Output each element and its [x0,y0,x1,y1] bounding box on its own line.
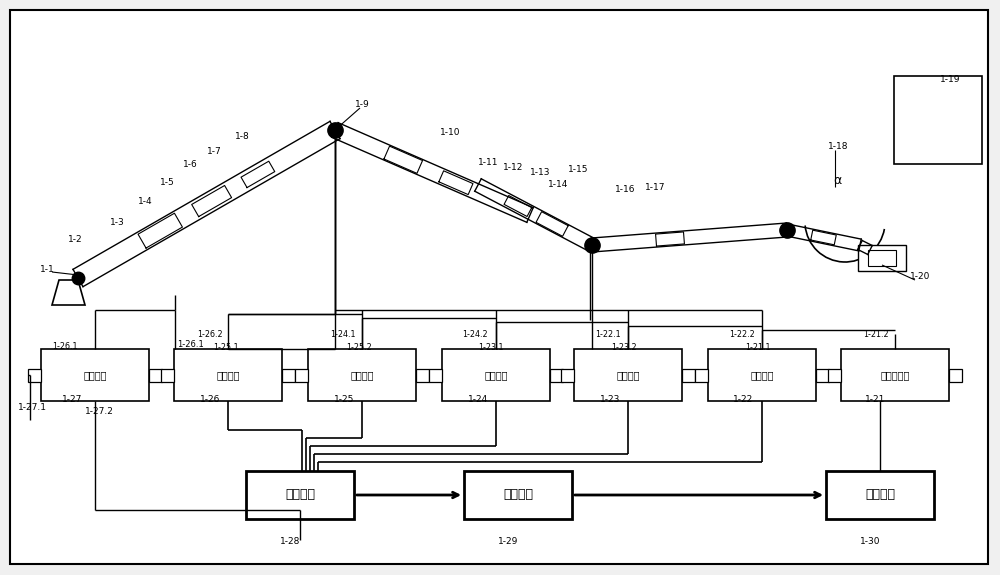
Text: 控制阀六: 控制阀六 [750,370,774,380]
Text: 1-22: 1-22 [733,395,753,404]
Text: 1-23.2: 1-23.2 [611,343,637,352]
Bar [161,369,174,381]
Text: 执行单元: 执行单元 [865,489,895,501]
Text: 检测单元: 检测单元 [285,489,315,501]
Text: 1-27: 1-27 [62,395,82,404]
Bar [464,471,572,519]
Bar [858,245,906,271]
Bar [868,250,896,266]
Bar [295,369,308,381]
Polygon shape [52,280,85,305]
Text: 1-25: 1-25 [334,395,354,404]
Bar [174,349,282,401]
Bar [816,369,829,381]
Bar [841,349,949,401]
Text: 电液比例阀: 电液比例阀 [880,370,910,380]
Bar [682,369,695,381]
Text: 1-3: 1-3 [110,218,125,227]
Text: 1-22.2: 1-22.2 [729,330,755,339]
Text: 1-18: 1-18 [828,142,848,151]
Bar [574,349,682,401]
Bar [695,369,708,381]
Text: 1-26.1: 1-26.1 [177,340,204,349]
Text: 1-24.1: 1-24.1 [330,330,356,339]
Text: 1-26: 1-26 [200,395,220,404]
Bar [308,349,416,401]
Text: α: α [833,174,841,187]
Text: 1-27.2: 1-27.2 [85,407,114,416]
Bar [416,369,429,381]
Text: 1-15: 1-15 [568,165,588,174]
Text: 1-12: 1-12 [503,163,523,172]
Bar [550,369,563,381]
Text: 1-8: 1-8 [235,132,250,141]
Text: 控制阀二: 控制阀二 [216,370,240,380]
Bar [828,369,841,381]
Text: 控制单元: 控制单元 [503,489,533,501]
Text: 控制阀五: 控制阀五 [616,370,640,380]
Text: 1-1: 1-1 [40,265,55,274]
Text: 1-2: 1-2 [68,235,83,244]
Text: 1-24.2: 1-24.2 [462,330,488,339]
Bar [442,349,550,401]
Text: 1-21.2: 1-21.2 [863,330,889,339]
Bar [949,369,962,381]
Text: 1-22.1: 1-22.1 [595,330,621,339]
Text: 1-23.1: 1-23.1 [478,343,504,352]
Text: 1-21.1: 1-21.1 [745,343,770,352]
Text: 1-26.1: 1-26.1 [52,342,78,351]
Text: 1-25.1: 1-25.1 [213,343,239,352]
Text: 1-4: 1-4 [138,197,153,206]
Bar [826,471,934,519]
Text: 1-21: 1-21 [865,395,885,404]
Bar [28,369,41,381]
Text: 1-25.2: 1-25.2 [346,343,372,352]
Text: 1-30: 1-30 [860,537,880,546]
Text: 1-16: 1-16 [615,185,636,194]
Bar [894,76,982,164]
Text: 1-13: 1-13 [530,168,550,177]
Text: 1-14: 1-14 [548,180,568,189]
Text: 1-26.2: 1-26.2 [197,330,223,339]
Text: 1-7: 1-7 [207,147,222,156]
Text: 1-19: 1-19 [940,75,960,84]
Text: 1-27.1: 1-27.1 [18,403,47,412]
Text: 1-10: 1-10 [440,128,460,137]
Text: 1-23: 1-23 [600,395,620,404]
Text: 控制阀一: 控制阀一 [83,370,107,380]
Bar [246,471,354,519]
Text: 控制阀四: 控制阀四 [484,370,508,380]
Bar [561,369,574,381]
Text: 1-11: 1-11 [478,158,498,167]
Bar [282,369,295,381]
Text: 1-9: 1-9 [355,100,370,109]
Text: 1-24: 1-24 [468,395,488,404]
Bar [708,349,816,401]
Text: 1-5: 1-5 [160,178,175,187]
Text: 1-29: 1-29 [498,537,518,546]
Text: 控制阀三: 控制阀三 [350,370,374,380]
Bar [149,369,162,381]
Text: 1-6: 1-6 [183,160,198,169]
Text: 1-28: 1-28 [280,537,300,546]
Bar [41,349,149,401]
Bar [429,369,442,381]
Text: 1-20: 1-20 [910,272,930,281]
Text: 1-17: 1-17 [645,183,666,192]
